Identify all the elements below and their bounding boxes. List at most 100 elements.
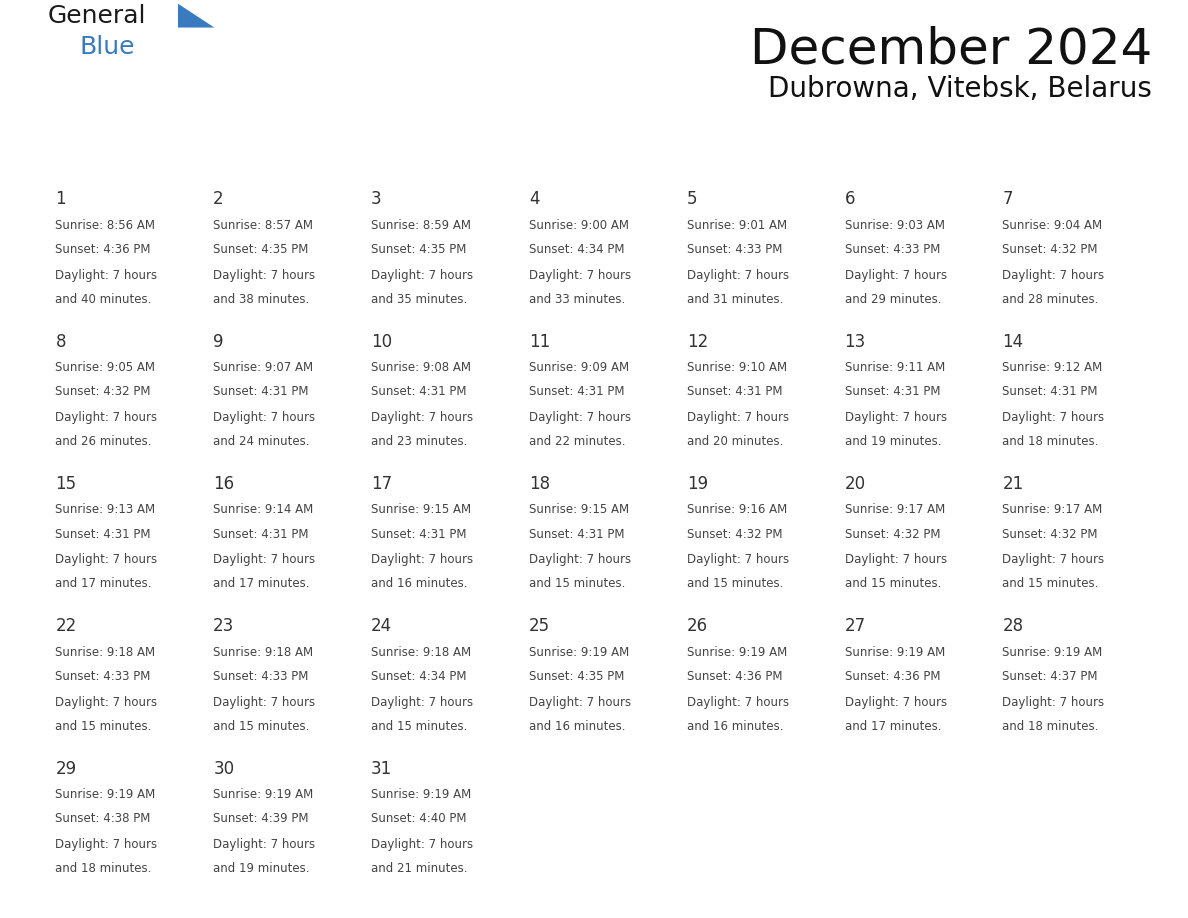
Text: and 16 minutes.: and 16 minutes. [687, 720, 783, 733]
Text: Tuesday: Tuesday [371, 140, 453, 158]
Text: and 23 minutes.: and 23 minutes. [371, 435, 467, 448]
Text: Sunset: 4:31 PM: Sunset: 4:31 PM [529, 528, 625, 541]
Text: Sunset: 4:31 PM: Sunset: 4:31 PM [371, 386, 467, 398]
Text: and 18 minutes.: and 18 minutes. [1003, 720, 1099, 733]
Text: December 2024: December 2024 [750, 26, 1152, 73]
Text: Monday: Monday [213, 140, 292, 158]
Text: Sunset: 4:31 PM: Sunset: 4:31 PM [213, 386, 309, 398]
Text: and 15 minutes.: and 15 minutes. [371, 720, 467, 733]
Text: and 17 minutes.: and 17 minutes. [845, 720, 941, 733]
Text: Sunrise: 9:14 AM: Sunrise: 9:14 AM [213, 503, 314, 517]
Text: Daylight: 7 hours: Daylight: 7 hours [529, 696, 631, 709]
Text: 8: 8 [56, 332, 65, 351]
Text: Sunrise: 9:19 AM: Sunrise: 9:19 AM [529, 645, 630, 659]
Text: Sunrise: 9:03 AM: Sunrise: 9:03 AM [845, 218, 944, 232]
Text: and 15 minutes.: and 15 minutes. [529, 577, 625, 590]
Text: Sunset: 4:32 PM: Sunset: 4:32 PM [1003, 243, 1098, 256]
Text: Sunrise: 9:17 AM: Sunrise: 9:17 AM [845, 503, 944, 517]
Text: Daylight: 7 hours: Daylight: 7 hours [371, 696, 473, 709]
Text: 19: 19 [687, 475, 708, 493]
Text: Wednesday: Wednesday [529, 140, 645, 158]
Text: Daylight: 7 hours: Daylight: 7 hours [56, 696, 158, 709]
Text: and 15 minutes.: and 15 minutes. [845, 577, 941, 590]
Text: Sunrise: 9:04 AM: Sunrise: 9:04 AM [1003, 218, 1102, 232]
Text: 23: 23 [213, 617, 234, 635]
Text: Daylight: 7 hours: Daylight: 7 hours [213, 696, 315, 709]
Text: Sunrise: 9:16 AM: Sunrise: 9:16 AM [687, 503, 786, 517]
Text: Daylight: 7 hours: Daylight: 7 hours [687, 554, 789, 566]
Text: Sunrise: 9:17 AM: Sunrise: 9:17 AM [1003, 503, 1102, 517]
Text: Daylight: 7 hours: Daylight: 7 hours [371, 838, 473, 851]
Text: Sunset: 4:31 PM: Sunset: 4:31 PM [529, 386, 625, 398]
Text: and 15 minutes.: and 15 minutes. [1003, 577, 1099, 590]
Text: 10: 10 [371, 332, 392, 351]
Text: Daylight: 7 hours: Daylight: 7 hours [56, 269, 158, 282]
Text: 25: 25 [529, 617, 550, 635]
Text: 1: 1 [56, 190, 67, 208]
Text: 9: 9 [213, 332, 223, 351]
Text: Sunset: 4:38 PM: Sunset: 4:38 PM [56, 812, 151, 825]
Text: Sunrise: 9:19 AM: Sunrise: 9:19 AM [1003, 645, 1102, 659]
Text: and 15 minutes.: and 15 minutes. [687, 577, 783, 590]
Text: Sunrise: 9:19 AM: Sunrise: 9:19 AM [371, 788, 472, 801]
Text: and 19 minutes.: and 19 minutes. [845, 435, 941, 448]
Text: Sunset: 4:31 PM: Sunset: 4:31 PM [845, 386, 940, 398]
Text: Sunrise: 9:19 AM: Sunrise: 9:19 AM [845, 645, 944, 659]
Text: 18: 18 [529, 475, 550, 493]
Text: Sunrise: 9:11 AM: Sunrise: 9:11 AM [845, 361, 944, 375]
Text: 17: 17 [371, 475, 392, 493]
Text: Daylight: 7 hours: Daylight: 7 hours [687, 696, 789, 709]
Text: 31: 31 [371, 759, 392, 778]
Text: Daylight: 7 hours: Daylight: 7 hours [529, 269, 631, 282]
Text: and 26 minutes.: and 26 minutes. [56, 435, 152, 448]
Text: Sunrise: 9:08 AM: Sunrise: 9:08 AM [371, 361, 472, 375]
Text: Sunrise: 9:05 AM: Sunrise: 9:05 AM [56, 361, 156, 375]
Text: Sunset: 4:36 PM: Sunset: 4:36 PM [845, 670, 940, 683]
Text: and 21 minutes.: and 21 minutes. [371, 862, 468, 875]
Text: and 19 minutes.: and 19 minutes. [213, 862, 310, 875]
Text: 28: 28 [1003, 617, 1024, 635]
Text: and 16 minutes.: and 16 minutes. [529, 720, 625, 733]
Text: Sunrise: 9:07 AM: Sunrise: 9:07 AM [213, 361, 314, 375]
Text: Sunset: 4:32 PM: Sunset: 4:32 PM [1003, 528, 1098, 541]
Text: Daylight: 7 hours: Daylight: 7 hours [1003, 696, 1105, 709]
Text: Sunset: 4:40 PM: Sunset: 4:40 PM [371, 812, 467, 825]
Text: Sunset: 4:35 PM: Sunset: 4:35 PM [529, 670, 624, 683]
Text: and 24 minutes.: and 24 minutes. [213, 435, 310, 448]
Text: Thursday: Thursday [687, 140, 781, 158]
Text: 26: 26 [687, 617, 708, 635]
Text: 13: 13 [845, 332, 866, 351]
Text: 4: 4 [529, 190, 539, 208]
Text: Sunrise: 9:10 AM: Sunrise: 9:10 AM [687, 361, 786, 375]
Text: Sunset: 4:39 PM: Sunset: 4:39 PM [213, 812, 309, 825]
Text: Sunset: 4:31 PM: Sunset: 4:31 PM [1003, 386, 1098, 398]
Text: Daylight: 7 hours: Daylight: 7 hours [1003, 554, 1105, 566]
Text: Sunset: 4:36 PM: Sunset: 4:36 PM [687, 670, 782, 683]
Text: Daylight: 7 hours: Daylight: 7 hours [845, 696, 947, 709]
Text: Sunrise: 8:57 AM: Sunrise: 8:57 AM [213, 218, 314, 232]
Text: and 29 minutes.: and 29 minutes. [845, 293, 941, 306]
Text: 12: 12 [687, 332, 708, 351]
Text: and 15 minutes.: and 15 minutes. [56, 720, 152, 733]
Text: Daylight: 7 hours: Daylight: 7 hours [213, 411, 315, 424]
Text: Daylight: 7 hours: Daylight: 7 hours [213, 838, 315, 851]
Text: Daylight: 7 hours: Daylight: 7 hours [1003, 411, 1105, 424]
Text: Sunrise: 9:18 AM: Sunrise: 9:18 AM [56, 645, 156, 659]
Text: Daylight: 7 hours: Daylight: 7 hours [529, 554, 631, 566]
Text: and 22 minutes.: and 22 minutes. [529, 435, 625, 448]
Text: 5: 5 [687, 190, 697, 208]
Text: Sunset: 4:34 PM: Sunset: 4:34 PM [529, 243, 625, 256]
Text: and 18 minutes.: and 18 minutes. [1003, 435, 1099, 448]
Text: Sunset: 4:31 PM: Sunset: 4:31 PM [213, 528, 309, 541]
Text: 3: 3 [371, 190, 381, 208]
Text: Sunrise: 9:18 AM: Sunrise: 9:18 AM [213, 645, 314, 659]
Text: Sunset: 4:36 PM: Sunset: 4:36 PM [56, 243, 151, 256]
Text: 27: 27 [845, 617, 866, 635]
Text: Sunset: 4:33 PM: Sunset: 4:33 PM [213, 670, 309, 683]
Text: Daylight: 7 hours: Daylight: 7 hours [371, 269, 473, 282]
Text: and 17 minutes.: and 17 minutes. [56, 577, 152, 590]
Text: Daylight: 7 hours: Daylight: 7 hours [529, 411, 631, 424]
Text: and 15 minutes.: and 15 minutes. [213, 720, 310, 733]
Text: Daylight: 7 hours: Daylight: 7 hours [371, 411, 473, 424]
Text: 7: 7 [1003, 190, 1013, 208]
